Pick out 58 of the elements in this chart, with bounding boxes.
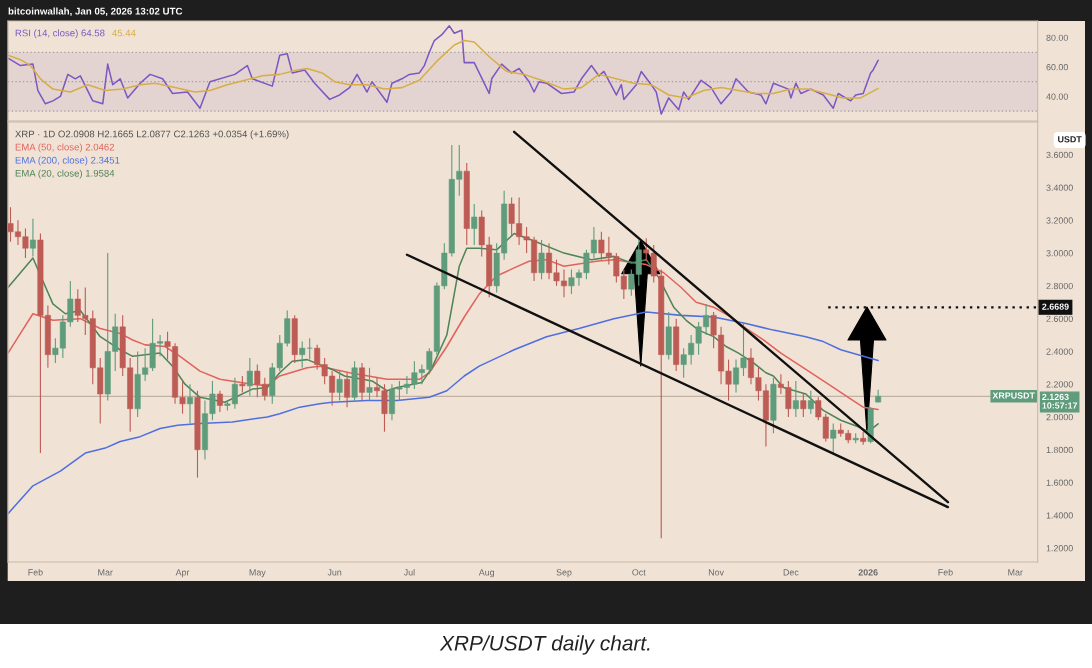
x-tick-label: Jun: [327, 569, 342, 576]
candlestick: [366, 367, 373, 402]
x-tick-label: Jul: [403, 568, 415, 576]
x-tick-label: Oct: [632, 569, 646, 576]
y-tick-label: 2.0000: [1046, 413, 1073, 421]
text: XRP · 1D O2.0908 H2.1665 L2.0877 C2.1263 +0.0354 (+1.69%): [15, 130, 289, 140]
x-tick-label: Feb: [938, 568, 953, 576]
x-tick-label: Feb: [28, 568, 43, 576]
candlestick: [216, 390, 223, 413]
y-tick-label: 3.2000: [1046, 217, 1073, 224]
text: EMA (20, close) 1.9584: [15, 169, 115, 179]
candlestick: [246, 357, 253, 397]
ref-line-label: 2.1263 10:57:17: [1042, 393, 1078, 409]
candlestick: [807, 390, 814, 415]
x-tick-label: Apr: [175, 569, 190, 578]
line-series: [8, 25, 879, 115]
candlestick: [344, 372, 351, 408]
x-tick-label: May: [249, 569, 266, 578]
y-tick-label: 2.2000: [1046, 381, 1073, 388]
y-tick-label: 2.8000: [1046, 282, 1073, 290]
y-tick-label: 3.6000: [1046, 151, 1073, 159]
y-tick-label: 3.4000: [1046, 184, 1073, 191]
text: XRP/USDT daily chart.: [439, 635, 650, 655]
y-tick-label: 2.4000: [1046, 348, 1073, 355]
x-tick-label: Mar: [1008, 569, 1023, 576]
annotation: XRPUSDT: [992, 392, 1035, 399]
candlestick: [29, 218, 36, 257]
y-tick-label: 1.6000: [1046, 479, 1073, 486]
line-series: [8, 311, 879, 515]
y-tick-label: 3.0000: [1046, 250, 1073, 257]
x-tick-label: 2026: [858, 569, 878, 576]
candlestick: [336, 370, 343, 402]
candlestick: [830, 422, 837, 454]
x-tick-label: Nov: [708, 569, 724, 576]
text: 45.44: [112, 29, 136, 37]
candlestick: [471, 203, 478, 246]
y-tick-label: 40.00: [1046, 93, 1068, 100]
text: EMA (50, close) 2.0462: [15, 143, 115, 153]
y-tick-label: 1.8000: [1046, 446, 1073, 454]
candlestick: [187, 383, 193, 425]
y-tick-label: 1.4000: [1046, 512, 1073, 519]
x-tick-label: Dec: [783, 569, 799, 576]
y-tick-label: 1.2000: [1046, 545, 1073, 552]
text: RSI (14, close) 64.58: [15, 29, 105, 39]
line-series: [8, 39, 879, 99]
y-tick-label: 2.6000: [1046, 315, 1073, 322]
text: EMA (200, close) 2.3451: [15, 156, 120, 166]
candlestick: [538, 239, 545, 280]
x-tick-label: Sep: [556, 569, 572, 578]
text: bitcoinwallah, Jan 05, 2026 13:02 UTC: [8, 7, 183, 17]
candlestick: [800, 393, 807, 418]
x-tick-label: Aug: [478, 569, 495, 578]
y-axis-title: USDT: [1058, 136, 1082, 143]
y-tick-label: 80.00: [1046, 34, 1068, 41]
data-label: 2.6689: [1042, 303, 1069, 310]
x-tick-label: Mar: [98, 569, 113, 576]
y-tick-label: 60.00: [1046, 64, 1068, 71]
candlestick: [792, 380, 799, 418]
